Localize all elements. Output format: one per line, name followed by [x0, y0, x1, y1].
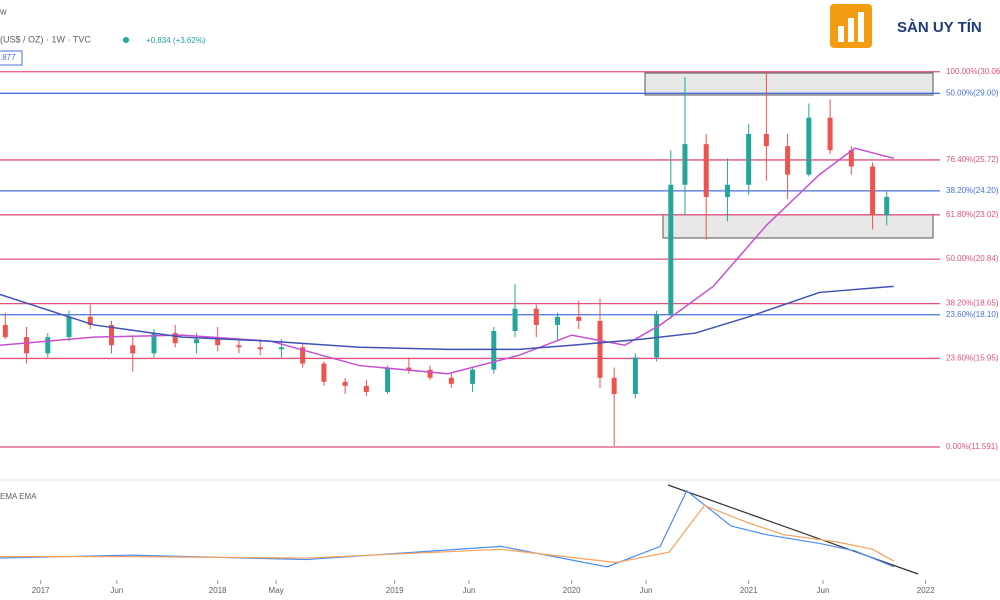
zone-box	[662, 214, 934, 239]
candle-body	[703, 144, 709, 197]
change: +0.834 (+3.62%)	[146, 36, 206, 45]
candle-body	[746, 133, 752, 185]
candle-body	[763, 133, 769, 147]
candle-body	[385, 367, 391, 392]
fib-label: 23.60%(15.95)	[946, 354, 999, 363]
candle-body	[597, 320, 603, 378]
candle-body	[406, 367, 412, 370]
x-tick-label: Jun	[817, 586, 830, 595]
candle-body	[363, 385, 369, 392]
x-tick-label: 2020	[563, 586, 581, 595]
candle-body	[427, 369, 433, 378]
logo-bar	[838, 26, 844, 42]
x-tick-label: 2022	[917, 586, 935, 595]
x-tick-label: Jun	[110, 586, 123, 595]
candle-body	[300, 347, 306, 364]
candle-body	[236, 345, 242, 348]
fib-label: 61.80%(23.02)	[946, 210, 999, 219]
candle-body	[611, 377, 617, 395]
candle-body	[172, 333, 178, 344]
fib-label: 50.00%(20.84)	[946, 254, 999, 263]
status-dot	[123, 37, 129, 43]
candle-body	[193, 339, 199, 344]
candle-body	[66, 316, 72, 338]
candle-body	[151, 333, 157, 354]
price-box	[0, 50, 23, 66]
fib-label: 50.00%(29.00)	[946, 88, 999, 97]
candle-body	[109, 324, 115, 346]
candle-body	[45, 337, 51, 354]
candle-body	[24, 337, 30, 354]
candle-body	[470, 369, 476, 384]
candle-body	[448, 377, 454, 384]
oscillator-title: EMA EMA	[0, 492, 37, 501]
fib-label: 100.00%(30.06)	[946, 67, 1000, 76]
candle-body	[555, 316, 561, 325]
candle-body	[848, 150, 854, 167]
candle-body	[827, 117, 833, 151]
fib-label: 76.40%(25.72)	[946, 155, 999, 164]
symbol: (US$ / OZ) · 1W · TVC	[0, 34, 91, 44]
fib-label: 23.60%(18.10)	[946, 310, 999, 319]
candle-body	[632, 357, 638, 395]
candle-body	[785, 146, 791, 175]
candle-body	[130, 345, 136, 354]
candle-body	[682, 144, 688, 185]
candle-body	[491, 331, 497, 370]
last-price: .877	[0, 53, 16, 62]
candle-body	[2, 324, 8, 338]
line-series	[0, 147, 894, 375]
fib-label: 38.20%(24.20)	[946, 186, 999, 195]
candle-body	[342, 381, 348, 386]
candle-body	[806, 117, 812, 175]
x-tick-label: 2018	[209, 586, 227, 595]
candle-body	[321, 363, 327, 382]
candle-body	[512, 308, 518, 332]
candle-body	[870, 166, 876, 216]
x-tick-label: May	[269, 586, 284, 595]
candle-body	[724, 184, 730, 197]
candle-body	[668, 184, 674, 315]
candle-body	[654, 314, 660, 358]
trend-line	[667, 484, 919, 575]
candle-body	[884, 196, 890, 216]
x-tick-label: 2017	[32, 586, 50, 595]
x-tick-label: Jun	[640, 586, 653, 595]
logo-bar	[858, 12, 864, 42]
x-tick-label: 2021	[740, 586, 758, 595]
candle-body	[87, 316, 93, 325]
logo-bar	[848, 18, 854, 42]
line-series	[0, 504, 895, 564]
candle-body	[257, 347, 263, 350]
x-tick-label: Jun	[463, 586, 476, 595]
candle-body	[215, 339, 221, 346]
fib-label: 38.20%(18.65)	[946, 299, 999, 308]
candle-body	[576, 316, 582, 321]
candle-body	[533, 308, 539, 325]
line-series	[0, 285, 894, 351]
header-fragment: w	[0, 6, 7, 16]
zone-box	[644, 72, 934, 96]
candle-body	[278, 347, 284, 350]
logo-text: SÀN UY TÍN	[897, 19, 982, 36]
fib-label: 0.00%(11.591)	[946, 442, 998, 451]
x-tick-label: 2019	[386, 586, 404, 595]
line-series	[0, 489, 895, 568]
